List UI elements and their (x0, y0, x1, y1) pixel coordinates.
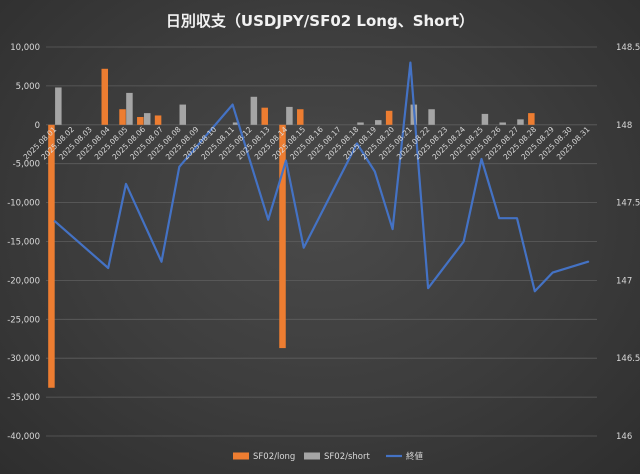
left-tick-label: 0 (35, 121, 40, 131)
bar-short (481, 113, 489, 125)
bar-long (48, 124, 55, 388)
bar-short (250, 96, 258, 125)
right-tick-label: 147.5 (616, 199, 640, 209)
left-tick-label: -5,000 (13, 160, 40, 170)
left-tick-label: -20,000 (7, 276, 40, 286)
bar-long (137, 117, 144, 125)
bar-short (499, 122, 506, 125)
right-tick-label: 148.5 (616, 43, 640, 53)
bar-short (286, 106, 293, 125)
left-tick-label: -40,000 (7, 432, 40, 442)
close-price-line (53, 61, 590, 293)
left-tick-label: 10,000 (10, 43, 40, 53)
bar-short (428, 109, 435, 125)
left-tick-label: -15,000 (7, 238, 40, 248)
legend-label: 終値 (406, 451, 424, 462)
legend-swatch-bar (233, 452, 249, 460)
legend-swatch-bar (304, 452, 320, 460)
gridlines (46, 46, 597, 437)
bar-series (48, 68, 535, 388)
bar-short (179, 104, 187, 125)
bar-short (232, 122, 240, 125)
bar-long (261, 107, 268, 125)
left-tick-label: 5,000 (16, 82, 40, 92)
left-tick-label: -30,000 (7, 354, 40, 364)
right-tick-label: 146.5 (616, 354, 640, 364)
bar-short (143, 113, 151, 125)
left-tick-label: -35,000 (7, 393, 40, 403)
bar-short (126, 92, 133, 125)
bar-long (385, 110, 393, 125)
right-axis-ticks: 146 146.5 147 147.5 148 148.5 (616, 43, 640, 442)
right-tick-label: 147 (616, 276, 632, 286)
bar-long (154, 115, 162, 125)
bar-short (357, 122, 364, 125)
right-tick-label: 146 (616, 432, 632, 442)
legend: SF02/long SF02/short 終値 (233, 451, 424, 462)
chart-title: 日別収支（USDJPY/SF02 Long、Short） (166, 12, 474, 30)
left-axis-ticks: -40,000 -35,000 -30,000 -25,000 -20,000 -15,0… (7, 43, 40, 442)
legend-label: SF02/long (253, 452, 295, 462)
bar-short (55, 87, 62, 125)
line-series (53, 61, 590, 293)
bar-long (297, 109, 304, 125)
bar-short (375, 120, 382, 125)
bar-long (101, 68, 109, 125)
x-axis-labels: 2025.08.012025.08.022025.08.032025.08.04… (22, 125, 592, 162)
right-tick-label: 148 (616, 121, 632, 131)
legend-label: SF02/short (324, 452, 370, 462)
left-tick-label: -10,000 (7, 199, 40, 209)
bar-short (517, 119, 524, 125)
left-tick-label: -25,000 (7, 315, 40, 325)
bar-long (528, 113, 535, 125)
bar-long (119, 109, 126, 125)
bar-long (279, 124, 286, 349)
